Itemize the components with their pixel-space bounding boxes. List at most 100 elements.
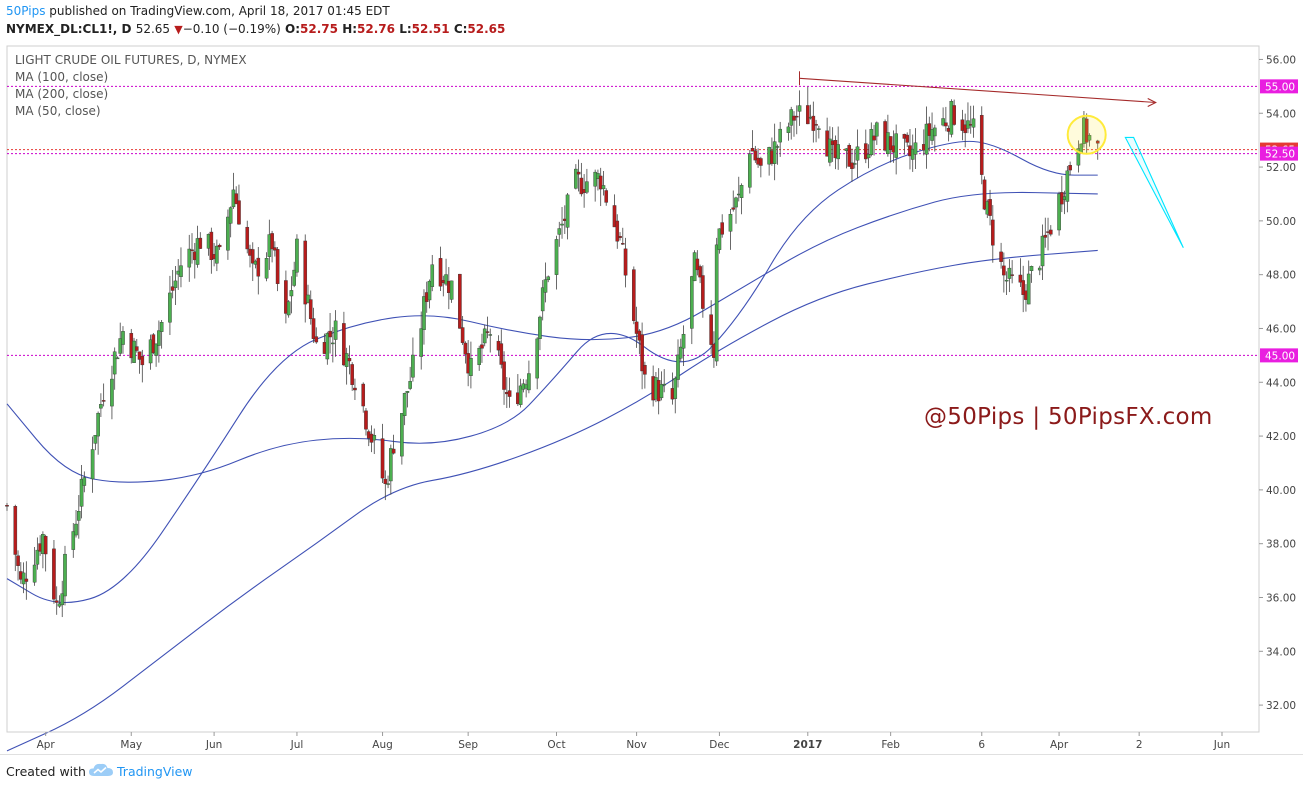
candle-body — [134, 346, 139, 351]
legend-ma200[interactable]: MA (200, close) — [15, 87, 109, 101]
candle-body — [850, 162, 854, 169]
candle-body — [325, 333, 330, 360]
candle-body — [991, 219, 995, 246]
time-tick-label: Apr — [37, 739, 56, 751]
price-tag-label: 45.00 — [1265, 350, 1295, 362]
candle-body — [1068, 165, 1072, 171]
publisher-link[interactable]: 50Pips — [6, 4, 46, 18]
candle-body — [576, 171, 581, 175]
chart-legend: LIGHT CRUDE OIL FUTURES, D, NYMEX MA (10… — [15, 52, 247, 120]
candle-body — [786, 126, 791, 133]
tradingview-link[interactable]: TradingView — [117, 764, 193, 779]
time-tick-label: May — [120, 739, 142, 751]
candle-body — [999, 251, 1003, 262]
candle-body — [634, 321, 639, 334]
time-tick-label: Jul — [290, 739, 304, 751]
high-label: H: — [342, 22, 358, 36]
candle-body — [924, 123, 929, 155]
price-change: −0.10 (−0.19%) — [182, 22, 281, 36]
candle-body — [449, 280, 454, 300]
candle-body — [402, 393, 407, 416]
price-chart[interactable]: 56.00 54.00 52.00 50.00 48.00 46.00 44.00 42.00… — [0, 42, 1303, 754]
candle-body — [361, 383, 366, 407]
watermark-text: @50Pips | 50PipsFX.com — [924, 404, 1213, 430]
candle-body — [863, 143, 868, 160]
legend-ma50[interactable]: MA (50, close) — [15, 104, 101, 118]
candle-body — [1048, 229, 1053, 235]
candle-body — [1010, 274, 1014, 276]
candle-body — [115, 357, 120, 360]
candle-body — [1057, 193, 1061, 231]
candle-body — [933, 127, 937, 137]
candle-body — [112, 351, 117, 375]
candle-body — [538, 316, 542, 339]
candle-body — [698, 266, 702, 278]
candle-body — [775, 146, 780, 148]
candle-body — [1040, 235, 1045, 267]
candle-body — [557, 228, 562, 235]
candle-body — [905, 134, 910, 143]
candle-body — [574, 168, 578, 189]
close-label: C: — [453, 22, 468, 36]
candle-body — [502, 361, 506, 390]
candle-body — [405, 391, 410, 393]
time-tick-label: Apr — [1050, 739, 1069, 751]
candle-body — [676, 354, 680, 380]
candle-body — [215, 245, 219, 264]
ma-line-1 — [6, 191, 1098, 604]
candle-body — [855, 146, 860, 161]
symbol-label[interactable]: NYMEX_DL:CL1!, D — [6, 22, 132, 36]
candle-body — [380, 438, 385, 479]
candle-body — [598, 175, 603, 190]
candle-body — [507, 390, 512, 397]
price-tag-label: 55.00 — [1265, 81, 1295, 93]
price-tick-label: 44.00 — [1266, 377, 1296, 389]
candle-body — [389, 448, 393, 482]
candle-body — [734, 197, 738, 208]
candle-body — [543, 279, 548, 293]
candle-body — [303, 240, 308, 305]
candle-body — [971, 118, 976, 128]
candle-body — [121, 331, 125, 345]
highlight-circle — [1066, 114, 1107, 155]
projection-arrow — [1124, 136, 1184, 249]
candle-body — [678, 346, 683, 359]
candle-body — [140, 356, 145, 366]
candle-body — [750, 148, 755, 152]
moving-averages — [6, 140, 1098, 752]
legend-ma100[interactable]: MA (100, close) — [15, 70, 109, 84]
candle-body — [601, 185, 606, 190]
candle-body — [157, 330, 161, 346]
candle-body — [101, 400, 106, 402]
candle-body — [295, 238, 299, 273]
candle-body — [21, 572, 26, 585]
price-tag-bg — [1260, 79, 1298, 94]
candle-body — [888, 136, 893, 150]
price-tick-label: 46.00 — [1266, 323, 1296, 335]
chart-area[interactable]: 56.00 54.00 52.00 50.00 48.00 46.00 44.00 42.00… — [0, 42, 1303, 754]
candle-body — [1004, 279, 1009, 282]
time-tick-label: Nov — [626, 739, 647, 751]
candle-body — [817, 128, 821, 130]
candle-body — [748, 153, 752, 188]
candle-body — [797, 105, 802, 112]
candle-body — [419, 328, 424, 357]
time-tick-label: Dec — [709, 739, 730, 751]
candle-body — [179, 265, 183, 277]
candle-body — [63, 553, 67, 597]
candle-body — [836, 144, 840, 160]
candle-body — [463, 342, 468, 355]
price-tick-label: 52.00 — [1266, 162, 1296, 174]
price-tick-label: 54.00 — [1266, 108, 1296, 120]
price-tick-label: 40.00 — [1266, 485, 1296, 497]
candle-body — [690, 276, 694, 329]
candle-body — [852, 163, 857, 165]
candle-body — [154, 343, 158, 356]
candle-body — [681, 333, 686, 349]
time-axis: Apr May Jun Jul Aug Sep Oct Nov Dec 2017 Feb 6 Apr 2 J… — [7, 731, 1259, 751]
candle-body — [168, 292, 172, 323]
footer: Created with TradingView — [0, 754, 1303, 789]
candle-body — [714, 244, 719, 362]
candle-body — [52, 548, 56, 600]
time-tick-label: Oct — [547, 739, 565, 751]
